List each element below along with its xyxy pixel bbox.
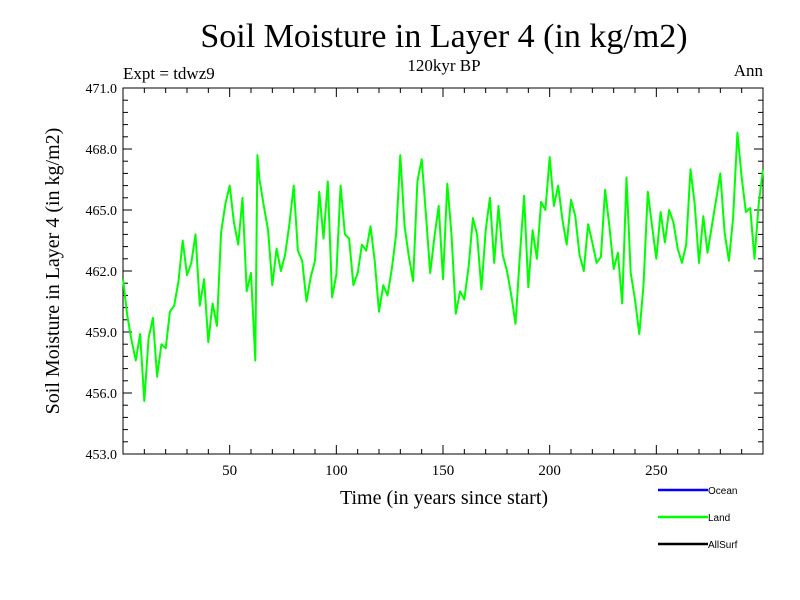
legend-label: AllSurf	[708, 540, 738, 551]
y-axis: 453.0 456.0 459.0 462.0 465.0 468.0 471.0	[86, 82, 763, 463]
legend-label: Ocean	[708, 486, 737, 497]
chart-subtitle: 120kyr BP	[407, 56, 480, 75]
y-tick-label: 465.0	[86, 204, 118, 219]
x-tick-label: 250	[645, 463, 668, 479]
y-tick-label: 459.0	[86, 326, 118, 341]
x-axis-label: Time (in years since start)	[340, 487, 548, 509]
y-tick-label: 456.0	[86, 387, 118, 402]
y-axis-label: Soil Moisture in Layer 4 (in kg/m2)	[42, 128, 64, 415]
season-label: Ann	[734, 61, 764, 80]
experiment-label: Expt = tdwz9	[123, 64, 215, 83]
x-tick-label: 50	[222, 463, 237, 479]
y-tick-label: 462.0	[86, 265, 118, 280]
legend: Ocean Land AllSurf	[658, 486, 738, 551]
legend-label: Land	[708, 513, 730, 524]
x-tick-label: 200	[538, 463, 561, 479]
chart-title: Soil Moisture in Layer 4 (in kg/m2)	[200, 18, 687, 55]
series-line-land	[122, 131, 764, 403]
y-tick-label: 453.0	[86, 448, 118, 463]
y-tick-label: 471.0	[86, 82, 118, 97]
x-tick-label: 100	[325, 463, 348, 479]
x-axis: 50 100 150 200 250	[143, 88, 743, 479]
y-tick-label: 468.0	[86, 143, 118, 158]
x-tick-label: 150	[432, 463, 455, 479]
